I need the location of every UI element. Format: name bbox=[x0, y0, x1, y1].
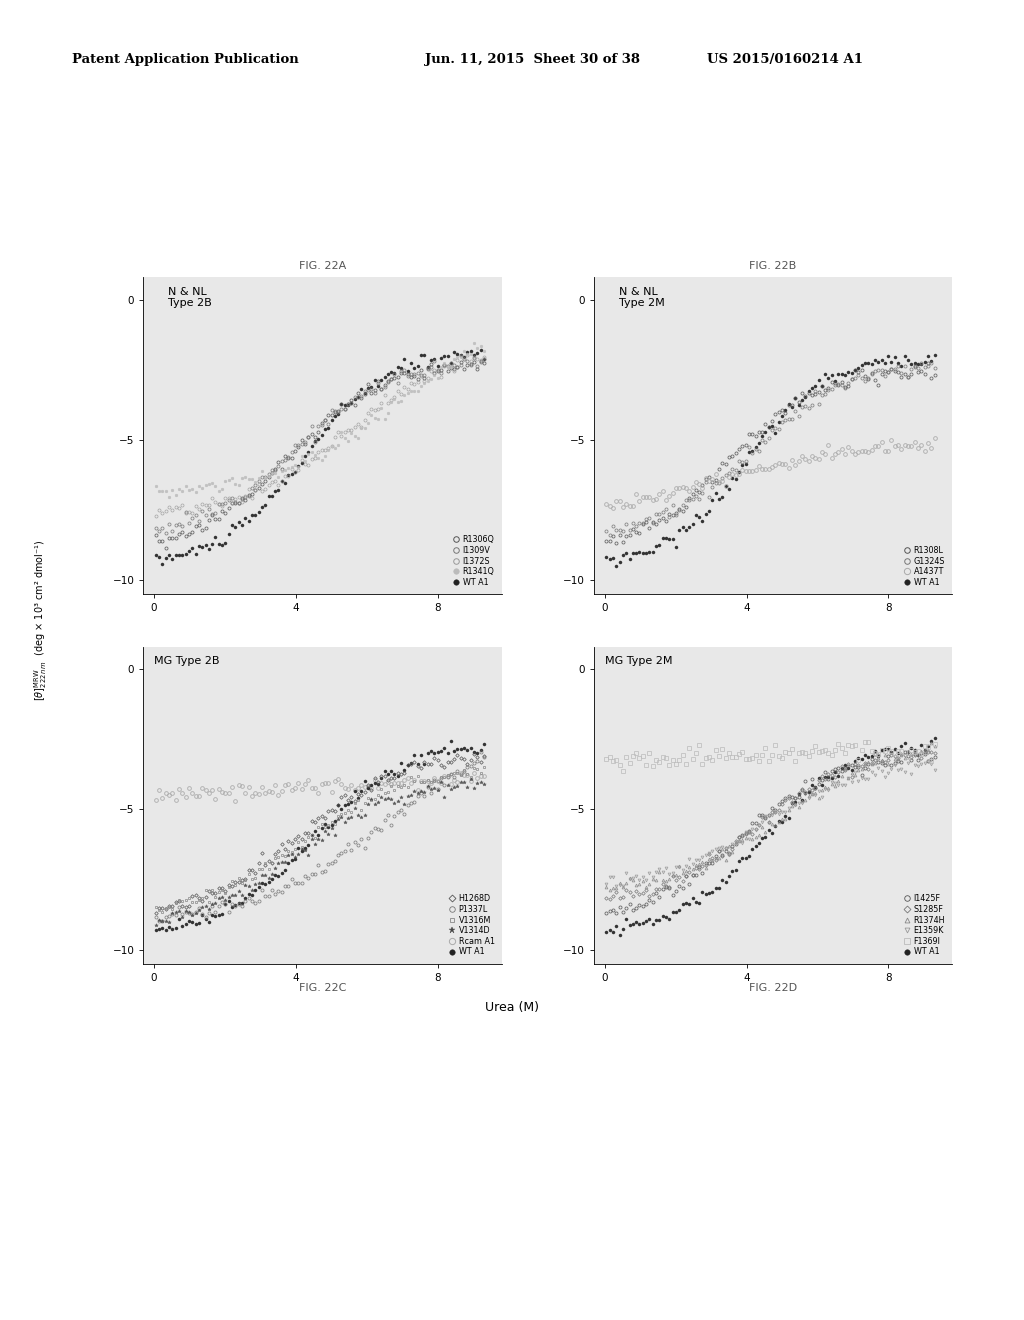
Legend: I1425F, S1285F, R1374H, E1359K, F1369I, WT A1: I1425F, S1285F, R1374H, E1359K, F1369I, … bbox=[901, 891, 948, 960]
Text: FIG. 22D: FIG. 22D bbox=[750, 983, 797, 994]
Legend: R1306Q, I1309V, I1372S, R1341Q, WT A1: R1306Q, I1309V, I1372S, R1341Q, WT A1 bbox=[450, 532, 498, 590]
Text: FIG. 22B: FIG. 22B bbox=[750, 260, 797, 271]
Text: US 2015/0160214 A1: US 2015/0160214 A1 bbox=[707, 53, 862, 66]
Legend: H1268D, P1337L, V1316M, V1314D, Rcam A1, WT A1: H1268D, P1337L, V1316M, V1314D, Rcam A1,… bbox=[445, 891, 498, 960]
Legend: R1308L, G1324S, A1437T, WT A1: R1308L, G1324S, A1437T, WT A1 bbox=[901, 543, 948, 590]
Text: Urea (M): Urea (M) bbox=[485, 1001, 539, 1014]
Text: Jun. 11, 2015  Sheet 30 of 38: Jun. 11, 2015 Sheet 30 of 38 bbox=[425, 53, 640, 66]
Text: FIG. 22A: FIG. 22A bbox=[299, 260, 346, 271]
Text: MG Type 2B: MG Type 2B bbox=[155, 656, 219, 667]
Text: MG Type 2M: MG Type 2M bbox=[604, 656, 672, 667]
Text: $[\theta]^{\rm MRW}_{222\,nm}$  (deg × 10³ cm² dmol⁻¹): $[\theta]^{\rm MRW}_{222\,nm}$ (deg × 10… bbox=[33, 540, 49, 701]
Text: FIG. 22C: FIG. 22C bbox=[299, 983, 346, 994]
Text: N & NL
Type 2M: N & NL Type 2M bbox=[618, 286, 665, 309]
Text: N & NL
Type 2B: N & NL Type 2B bbox=[168, 286, 212, 309]
Text: Patent Application Publication: Patent Application Publication bbox=[72, 53, 298, 66]
